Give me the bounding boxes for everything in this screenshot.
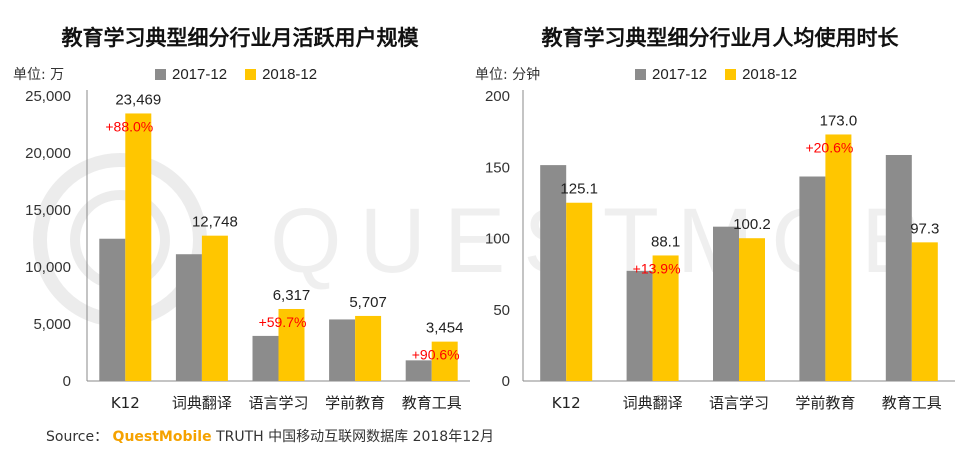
growth-label: +88.0%	[105, 118, 153, 134]
bar-chart-mau: 0 5,000 10,000 15,000 20,000 25,000 23,469 +88.…	[25, 88, 470, 412]
y-tick-label: 5,000	[33, 316, 71, 333]
growth-label: +13.9%	[633, 260, 681, 276]
chart-title: 教育学习典型细分行业月活跃用户规模	[61, 26, 419, 50]
bar-series2	[201, 235, 228, 381]
data-label: 12,748	[192, 214, 238, 231]
x-tick-label: K12	[111, 394, 140, 412]
bar-series1	[713, 226, 739, 381]
x-tick-label: 教育工具	[402, 394, 462, 412]
y-tick-label: 0	[502, 373, 510, 390]
chart-title: 教育学习典型细分行业月人均使用时长	[541, 26, 899, 50]
data-label: 125.1	[560, 181, 598, 198]
bar-series2	[278, 308, 305, 381]
legend-item-series2: 2018-12	[725, 66, 797, 83]
data-label: 100.2	[733, 216, 771, 233]
legend-item-series2: 2018-12	[245, 66, 317, 83]
legend-label: 2018-12	[742, 66, 798, 83]
bar-series2	[355, 315, 382, 381]
legend-swatch-series2	[725, 69, 737, 80]
legend: 2017-12 2018-12	[155, 66, 317, 83]
bar-series1	[799, 176, 826, 381]
data-label: 6,317	[273, 287, 311, 304]
y-tick-label: 20,000	[25, 145, 71, 162]
bar-series1	[626, 270, 653, 381]
y-tick-label: 15,000	[25, 202, 71, 219]
bar-series2	[825, 134, 852, 381]
bar-series1	[99, 238, 126, 381]
y-tick-label: 50	[493, 302, 510, 319]
bar-series1	[252, 335, 279, 381]
legend-swatch-series2	[245, 69, 257, 80]
data-label: 173.0	[820, 112, 858, 129]
x-tick-label: 学前教育	[795, 394, 855, 412]
legend-swatch-series1	[155, 69, 166, 80]
y-tick-label: 200	[485, 88, 510, 105]
growth-label: +90.6%	[412, 347, 460, 363]
x-tick-label: 语言学习	[709, 394, 769, 412]
bar-series2	[911, 242, 938, 381]
bar-series1	[885, 154, 912, 381]
bar-series1	[405, 360, 432, 381]
y-tick-label: 0	[63, 373, 71, 390]
data-label: 5,707	[349, 294, 387, 311]
chart-panel-duration: 教育学习典型细分行业月人均使用时长 单位: 分钟 2017-12 2018-12…	[475, 0, 955, 420]
bar-series2	[566, 202, 593, 381]
unit-label: 单位: 万	[13, 67, 65, 83]
bar-series1	[540, 165, 567, 381]
bar-series1	[175, 254, 202, 381]
data-label: 88.1	[651, 233, 680, 250]
y-tick-label: 10,000	[25, 259, 71, 276]
legend-swatch-series1	[635, 69, 646, 80]
x-tick-label: 词典翻译	[623, 394, 683, 412]
source-text: TRUTH 中国移动互联网数据库 2018年12月	[216, 429, 495, 445]
legend-label: 2017-12	[172, 66, 228, 83]
y-tick-label: 100	[485, 231, 510, 248]
unit-label: 单位: 分钟	[475, 67, 541, 83]
x-tick-label: 学前教育	[325, 394, 385, 412]
bar-series2	[652, 255, 679, 381]
x-tick-label: 教育工具	[882, 394, 942, 412]
bar-chart-duration: 0 50 100 150 200 125.1 K12 88.1 +13.9% 词典翻译 100.2 语…	[485, 88, 955, 412]
chart-panel-mau: 教育学习典型细分行业月活跃用户规模 单位: 万 2017-12 2018-12 …	[5, 0, 475, 420]
growth-label: +59.7%	[259, 314, 307, 330]
y-tick-label: 150	[485, 159, 510, 176]
bar-series2	[125, 113, 152, 381]
bar-series2	[739, 238, 765, 381]
x-tick-label: 语言学习	[248, 394, 308, 412]
x-tick-label: 词典翻译	[172, 394, 232, 412]
data-label: 3,454	[426, 320, 464, 337]
bar-series1	[329, 319, 356, 381]
data-label: 23,469	[115, 91, 161, 108]
y-tick-label: 25,000	[25, 88, 71, 105]
legend-item-series1: 2017-12	[635, 66, 707, 83]
source-prefix: Source：	[46, 429, 109, 445]
legend-label: 2018-12	[262, 66, 318, 83]
data-label: 97.3	[910, 220, 939, 237]
legend-label: 2017-12	[652, 66, 708, 83]
source-brand: QuestMobile	[112, 429, 212, 445]
bar-series2	[431, 341, 458, 381]
source-note: Source： QuestMobile TRUTH 中国移动互联网数据库 201…	[46, 426, 494, 446]
legend: 2017-12 2018-12	[635, 66, 797, 83]
legend-item-series1: 2017-12	[155, 66, 227, 83]
x-tick-label: K12	[552, 394, 581, 412]
growth-label: +20.6%	[805, 139, 853, 155]
